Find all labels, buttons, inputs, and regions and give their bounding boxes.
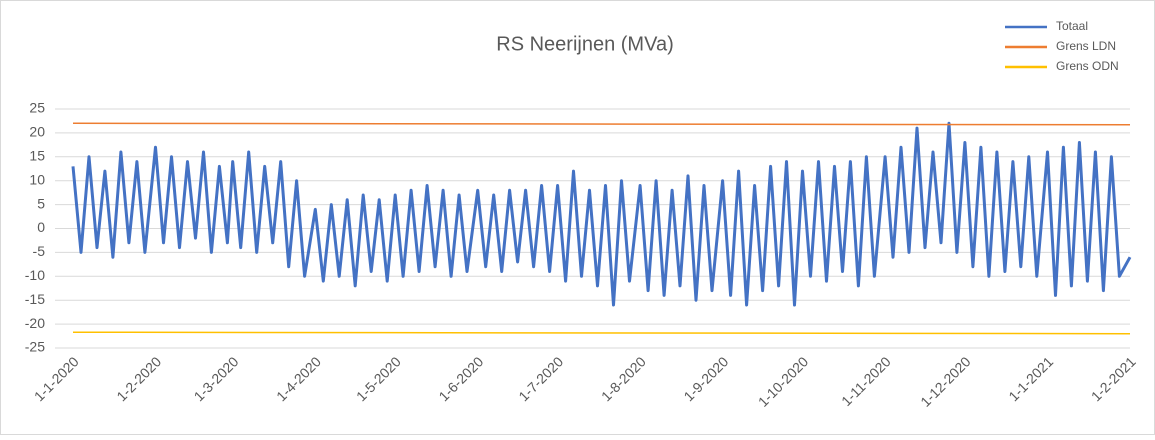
legend-label: Grens ODN xyxy=(1056,59,1119,73)
legend-label: Totaal xyxy=(1056,19,1088,33)
series-line xyxy=(72,122,1131,126)
series-line xyxy=(71,121,1132,307)
y-tick-label: 5 xyxy=(37,195,45,211)
y-tick-label: 20 xyxy=(29,124,45,140)
y-tick-label: 25 xyxy=(29,100,45,116)
y-tick-label: 10 xyxy=(29,171,45,187)
y-tick-label: -20 xyxy=(25,315,45,331)
y-tick-label: 0 xyxy=(37,219,45,235)
legend-label: Grens LDN xyxy=(1056,39,1116,53)
y-tick-label: -10 xyxy=(25,267,45,283)
y-tick-label: -25 xyxy=(25,339,45,355)
chart-title: RS Neerijnen (MVa) xyxy=(496,33,673,55)
y-tick-label: -15 xyxy=(25,291,45,307)
series-line xyxy=(72,331,1131,335)
y-tick-label: 15 xyxy=(29,148,45,164)
y-tick-label: -5 xyxy=(33,243,46,259)
